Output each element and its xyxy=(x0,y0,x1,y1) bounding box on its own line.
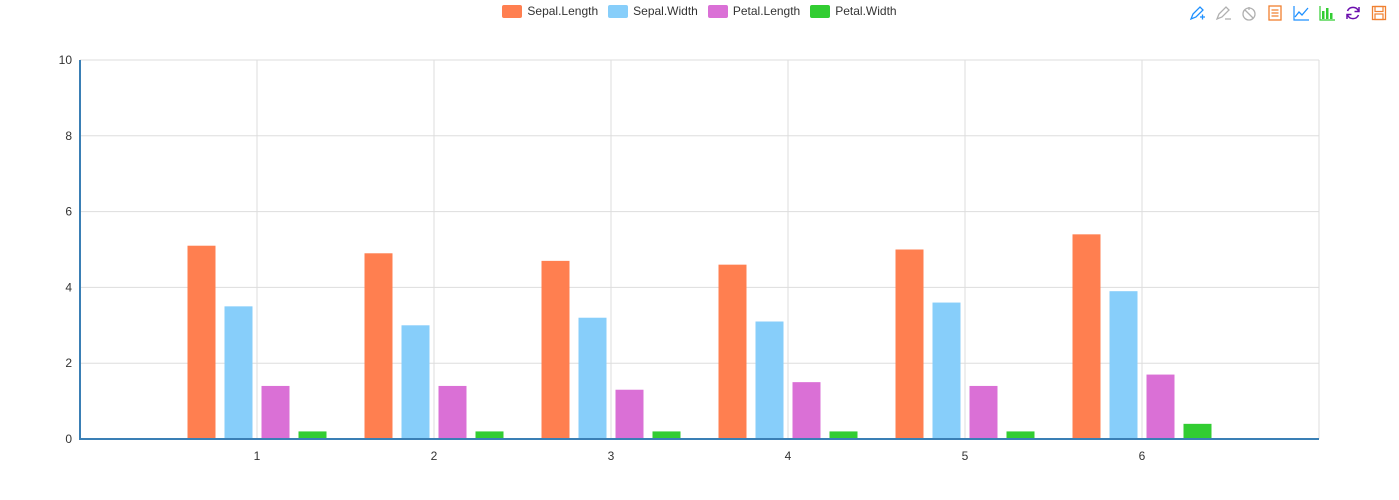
bar-petal-width xyxy=(475,431,504,439)
bar-sepal-length xyxy=(718,264,747,439)
bar-sepal-length xyxy=(895,249,924,439)
bar-petal-length xyxy=(261,385,290,439)
y-tick-label: 10 xyxy=(59,53,73,67)
bar-sepal-length xyxy=(187,245,216,439)
restore-icon[interactable] xyxy=(1343,3,1363,23)
bar-petal-length xyxy=(615,389,644,439)
bar-sepal-width xyxy=(1109,291,1138,439)
y-tick-label: 8 xyxy=(65,129,72,143)
bar-petal-width xyxy=(829,431,858,439)
x-tick-label: 6 xyxy=(1139,449,1146,463)
bar-sepal-width xyxy=(224,306,253,439)
data-view-icon[interactable] xyxy=(1265,3,1285,23)
legend-label: Sepal.Length xyxy=(527,4,599,18)
bar-sepal-width xyxy=(755,321,784,439)
bar-petal-length xyxy=(438,385,467,439)
legend-item[interactable]: Petal.Length xyxy=(707,4,801,18)
bar-sepal-width xyxy=(401,325,430,439)
legend-item[interactable]: Sepal.Width xyxy=(608,4,698,18)
bar-sepal-length xyxy=(541,260,570,439)
bar-petal-length xyxy=(969,385,998,439)
x-tick-label: 2 xyxy=(431,449,438,463)
y-tick-label: 6 xyxy=(65,205,72,219)
mark-clear-icon[interactable] xyxy=(1239,3,1259,23)
bar-petal-width xyxy=(652,431,681,439)
save-image-icon[interactable] xyxy=(1369,3,1389,23)
bar-petal-length xyxy=(1146,374,1175,439)
x-tick-label: 3 xyxy=(608,449,615,463)
legend-swatch xyxy=(608,4,629,18)
x-tick-label: 5 xyxy=(962,449,969,463)
legend-swatch xyxy=(502,4,523,18)
x-tick-label: 4 xyxy=(785,449,792,463)
line-chart-icon[interactable] xyxy=(1291,3,1311,23)
bar-sepal-width xyxy=(932,302,961,439)
legend-swatch xyxy=(707,4,728,18)
bar-petal-width xyxy=(1183,423,1212,439)
x-tick-label: 1 xyxy=(254,449,261,463)
bar-sepal-length xyxy=(1072,234,1101,439)
legend-label: Petal.Length xyxy=(732,4,801,18)
legend-item[interactable]: Petal.Width xyxy=(810,4,897,18)
chart-legend: Sepal.Length Sepal.Width Petal.Length Petal… xyxy=(0,4,1399,18)
chart-toolbox xyxy=(1187,3,1389,23)
y-tick-label: 4 xyxy=(65,280,72,294)
legend-item[interactable]: Sepal.Length xyxy=(502,4,598,18)
legend-label: Sepal.Width xyxy=(633,4,698,18)
bar-chart-icon[interactable] xyxy=(1317,3,1337,23)
mark-icon[interactable] xyxy=(1187,3,1207,23)
bar-petal-length xyxy=(792,382,821,439)
bar-petal-width xyxy=(1006,431,1035,439)
bar-petal-width xyxy=(298,431,327,439)
mark-undo-icon[interactable] xyxy=(1213,3,1233,23)
legend-swatch xyxy=(810,4,831,18)
legend-label: Petal.Width xyxy=(835,4,897,18)
y-tick-label: 2 xyxy=(65,356,72,370)
bar-sepal-width xyxy=(578,317,607,439)
bar-sepal-length xyxy=(364,253,393,439)
y-tick-label: 0 xyxy=(65,432,72,446)
